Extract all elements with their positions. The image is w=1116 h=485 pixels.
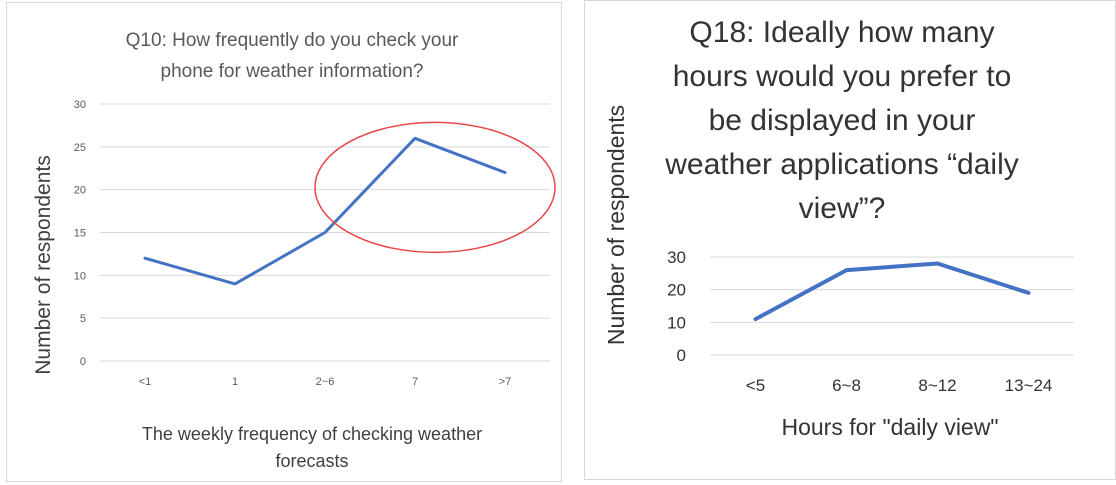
- chart-title-line: hours would you prefer to: [673, 60, 1012, 93]
- chart-panel-q10: Q10: How frequently do you check your pho…: [6, 2, 562, 482]
- y-tick-label: 10: [667, 313, 686, 332]
- chart-title-line: Q18: Ideally how many: [689, 16, 994, 49]
- chart-title-line: be displayed in your: [709, 104, 976, 137]
- y-axis-label: Number of respondents: [603, 105, 629, 345]
- chart-q18-svg: Q18: Ideally how many hours would you pre…: [603, 16, 1074, 440]
- series-line: [753, 261, 1031, 322]
- x-axis-label: Hours for "daily view": [781, 414, 998, 440]
- chart-q10-svg: Q10: How frequently do you check your pho…: [32, 30, 556, 471]
- y-tick-label: 5: [80, 313, 86, 325]
- chart-frame: [6, 2, 562, 482]
- chart-title-line: phone for weather information?: [161, 61, 424, 82]
- x-tick-label: 8~12: [918, 376, 956, 395]
- x-tick-label: 2~6: [316, 376, 335, 388]
- series-line: [143, 136, 507, 286]
- y-tick-label: 25: [74, 142, 86, 154]
- y-tick-label: 0: [677, 346, 686, 365]
- x-tick-label: 7: [412, 376, 418, 388]
- chart-panel-q18: Q18: Ideally how many hours would you pre…: [582, 0, 1116, 485]
- y-tick-label: 30: [667, 248, 686, 267]
- highlight-ellipse: [314, 121, 556, 254]
- y-tick-label: 20: [667, 281, 686, 300]
- y-tick-label: 20: [74, 185, 86, 197]
- x-tick-label: >7: [499, 376, 512, 388]
- x-tick-label: <1: [139, 376, 152, 388]
- y-tick-label: 0: [80, 356, 86, 368]
- y-tick-label: 30: [74, 99, 86, 111]
- chart-title-line: Q10: How frequently do you check your: [126, 30, 459, 51]
- x-tick-label: 6~8: [832, 376, 861, 395]
- x-tick-label: 13~24: [1005, 376, 1053, 395]
- x-tick-label: 1: [232, 376, 238, 388]
- y-axis-label: Number of respondents: [32, 155, 55, 374]
- y-tick-label: 15: [74, 228, 86, 240]
- x-axis-label: forecasts: [275, 451, 348, 471]
- x-tick-label: <5: [746, 376, 765, 395]
- chart-title-line: weather applications “daily: [664, 148, 1019, 181]
- y-tick-label: 10: [74, 270, 86, 282]
- x-axis-label: The weekly frequency of checking weather: [142, 424, 482, 444]
- chart-title-line: view”?: [799, 192, 886, 225]
